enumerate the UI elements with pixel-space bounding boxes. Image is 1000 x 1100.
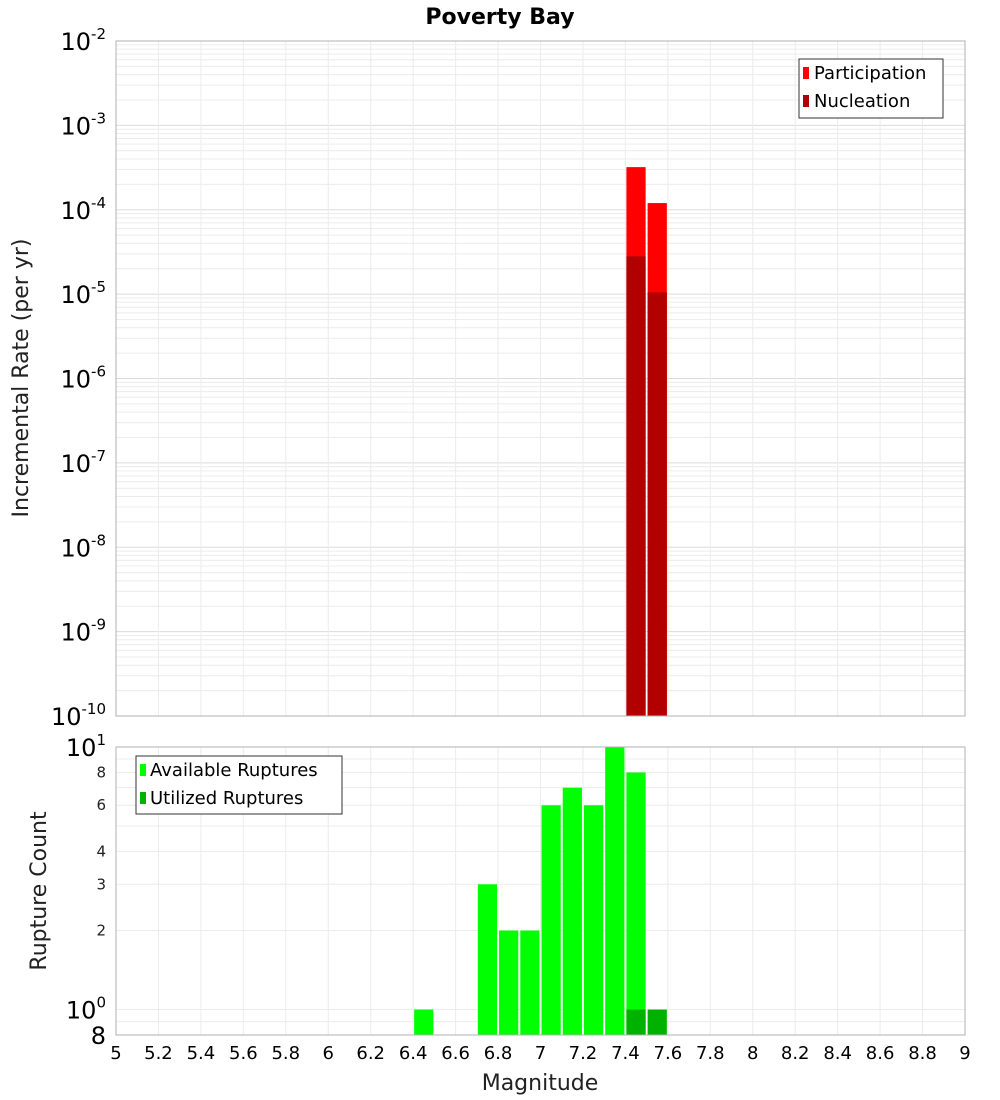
x-tick-label: 7.6 <box>654 1043 683 1064</box>
legend-label: Participation <box>814 63 926 84</box>
top-y-tick-label: 10-2 <box>60 25 106 56</box>
bottom-y-tick-label: 3 <box>96 875 106 893</box>
available-ruptures-bar <box>499 930 519 1035</box>
legend-swatch <box>140 764 146 776</box>
x-tick-label: 5.2 <box>144 1043 173 1064</box>
legend-swatch <box>140 792 146 804</box>
available-ruptures-bar <box>605 747 625 1035</box>
x-tick-label: 5.4 <box>187 1043 216 1064</box>
nucleation-bar <box>626 256 646 716</box>
x-tick-label: 5.6 <box>229 1043 258 1064</box>
x-tick-label: 6.8 <box>484 1043 513 1064</box>
top-y-tick-label: 10-10 <box>51 700 106 731</box>
top-y-tick-label: 10-3 <box>60 109 106 140</box>
bottom-plot-frame <box>115 746 966 1036</box>
legend-box <box>135 755 343 815</box>
legend-swatch <box>803 67 809 79</box>
x-tick-label: 7.2 <box>569 1043 598 1064</box>
top-y-tick-label: 10-6 <box>60 363 106 394</box>
top-plot: 10-2 10-3 10-4 10-5 10-6 10-7 10-8 10-9 10-10 Par… <box>51 25 966 731</box>
x-tick-label: 6.4 <box>399 1043 428 1064</box>
legend-swatch <box>803 95 809 107</box>
bottom-y-tick-label: 100 <box>66 994 106 1025</box>
legend-label: Available Ruptures <box>150 760 318 781</box>
x-tick-label: 8.8 <box>908 1043 937 1064</box>
legend-label: Utilized Ruptures <box>150 788 303 809</box>
x-tick-label: 7.8 <box>696 1043 725 1064</box>
x-tick-label: 8.4 <box>823 1043 852 1064</box>
legend-box <box>798 58 944 119</box>
available-ruptures-bar <box>541 805 561 1035</box>
top-y-tick-label: 10-4 <box>60 194 106 225</box>
x-tick-label: 6.2 <box>356 1043 385 1064</box>
legend-label: Nucleation <box>814 91 910 112</box>
bottom-y-tick-label: 2 <box>96 922 106 940</box>
available-ruptures-bar <box>520 930 540 1035</box>
bottom-y-tick-label: 8 <box>91 1022 106 1050</box>
bottom-legend: Available Ruptures Utilized Ruptures <box>135 755 343 815</box>
available-ruptures-bar <box>414 1009 434 1035</box>
top-plot-frame <box>115 40 966 717</box>
x-tick-label: 7.4 <box>611 1043 640 1064</box>
top-legend: Participation Nucleation <box>798 58 944 119</box>
x-tick-label: 9 <box>959 1043 970 1064</box>
x-tick-label: 8.2 <box>781 1043 810 1064</box>
available-ruptures-bar <box>477 884 498 1035</box>
bottom-y-tick-label: 4 <box>96 842 106 860</box>
chart-title: Poverty Bay <box>425 5 574 30</box>
bottom-y-axis-label: Rupture Count <box>27 811 52 971</box>
top-y-tick-label: 10-8 <box>60 531 106 562</box>
x-tick-label: 5 <box>110 1043 121 1064</box>
available-ruptures-bar <box>626 772 646 1035</box>
top-y-axis-label: Incremental Rate (per yr) <box>9 239 34 518</box>
bottom-y-tick-label: 8 <box>96 763 106 781</box>
bottom-y-tick-label: 6 <box>96 796 106 814</box>
x-axis-label: Magnitude <box>482 1071 599 1096</box>
available-ruptures-bar <box>562 787 582 1035</box>
x-tick-label: 8.6 <box>866 1043 895 1064</box>
x-tick-label: 6.6 <box>441 1043 470 1064</box>
utilized-ruptures-bar <box>626 1009 646 1035</box>
top-y-tick-label: 10-9 <box>60 616 106 647</box>
available-ruptures-bar <box>583 805 604 1035</box>
x-tick-label: 8 <box>747 1043 758 1064</box>
top-y-tick-label: 10-5 <box>60 278 106 309</box>
nucleation-bar <box>647 292 667 716</box>
x-tick-label: 7 <box>535 1043 546 1064</box>
x-tick-label: 6 <box>323 1043 334 1064</box>
top-y-tick-label: 10-7 <box>60 447 106 478</box>
x-tick-label: 5.8 <box>271 1043 300 1064</box>
bottom-y-tick-label: 101 <box>66 731 106 762</box>
utilized-ruptures-bar <box>647 1009 667 1035</box>
